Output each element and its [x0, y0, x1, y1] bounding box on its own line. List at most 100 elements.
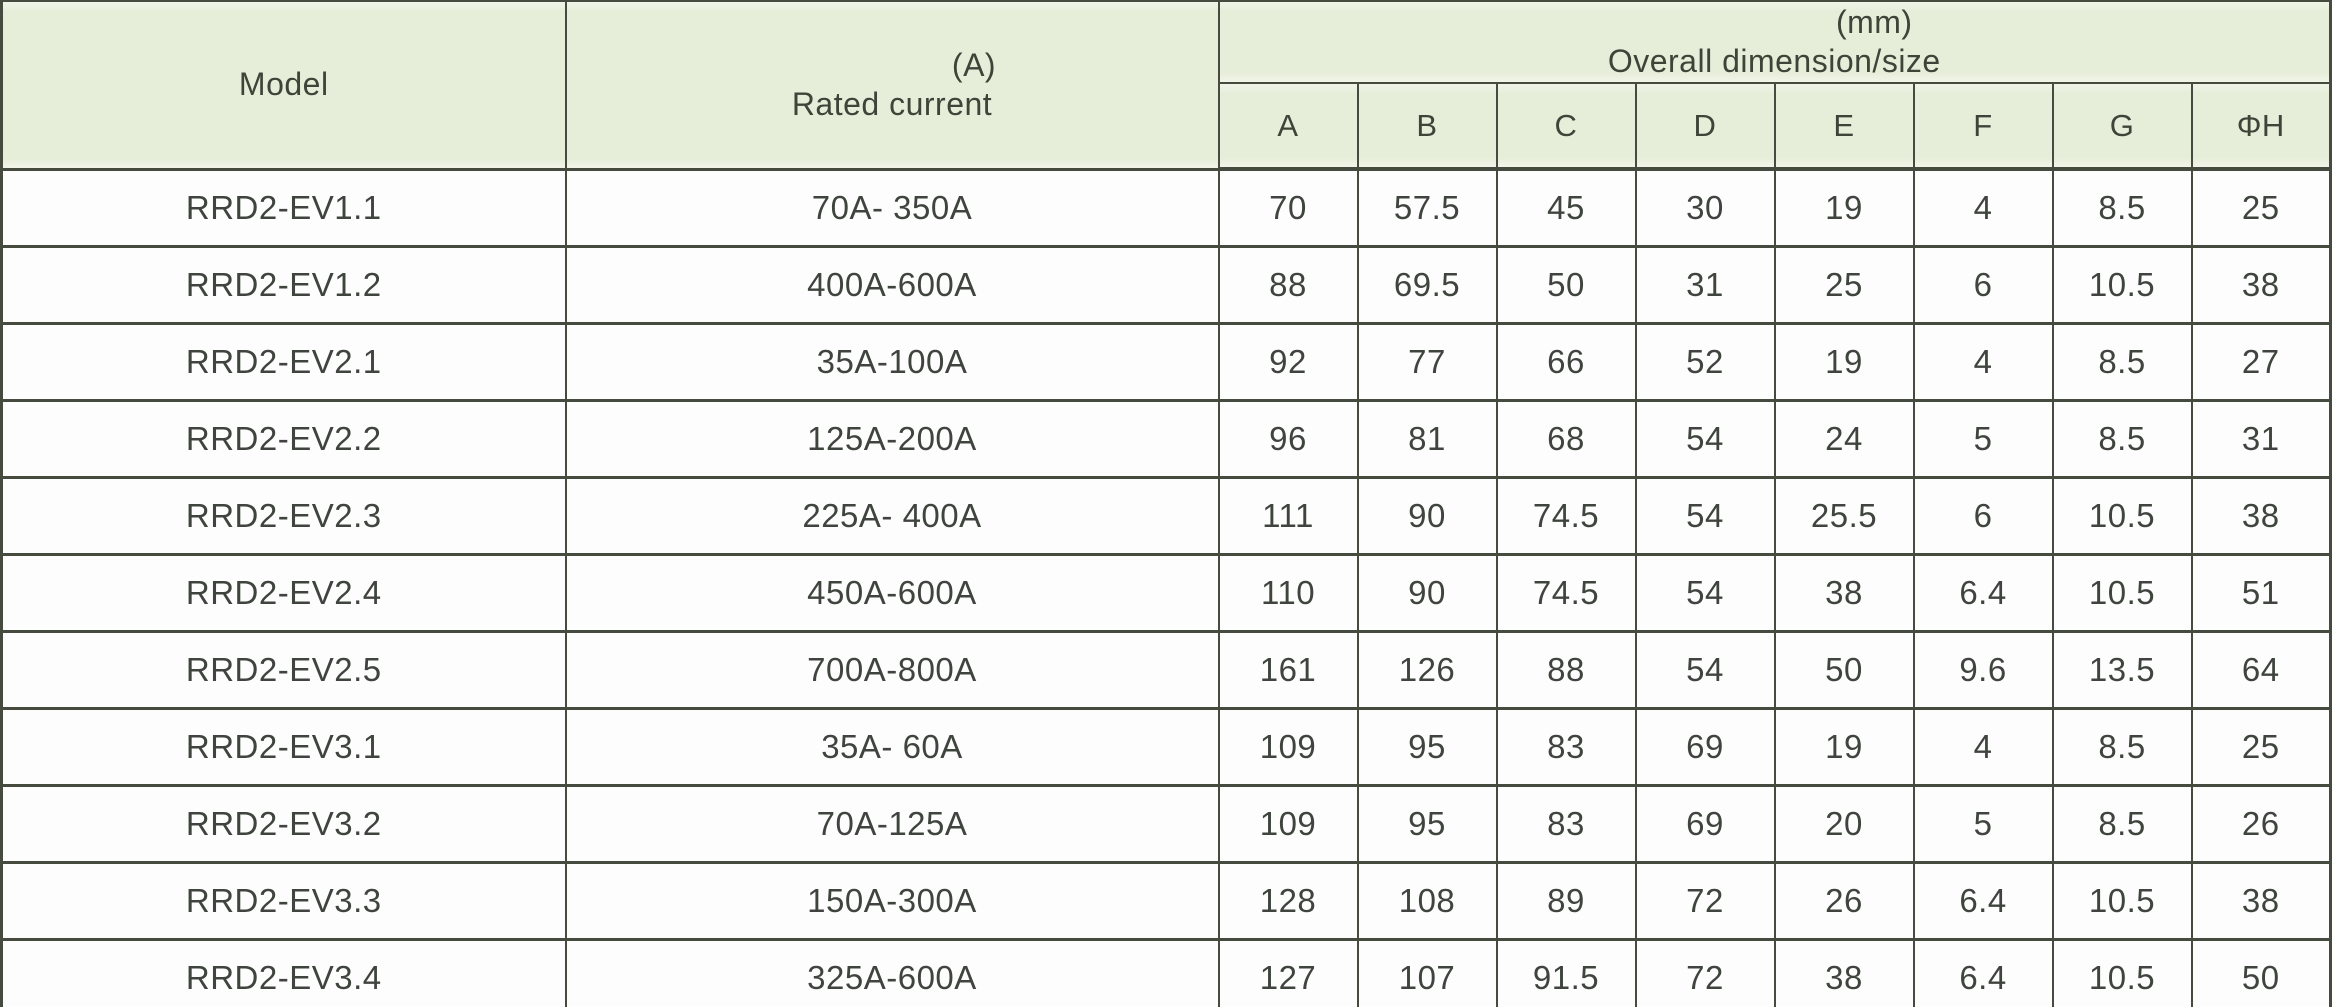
dim-cell: 20	[1773, 784, 1915, 865]
dim-cell: 4	[1912, 167, 2054, 249]
dim-cell: 6.4	[1912, 861, 2054, 942]
table-body: RRD2-EV1.1 70A- 350A 70 57.5 45 30 19 4 …	[0, 167, 2332, 1007]
table-row: RRD2-EV2.1 35A-100A 92 77 66 52 19 4 8.5…	[0, 322, 2332, 403]
dim-cell: 83	[1495, 707, 1637, 788]
dim-cell: 8.5	[2051, 399, 2193, 480]
dim-cell: 128	[1217, 861, 1359, 942]
dim-cell: 161	[1217, 630, 1359, 711]
table-row: RRD2-EV3.4 325A-600A 127 107 91.5 72 38 …	[0, 938, 2332, 1007]
dim-cell: 38	[2190, 245, 2332, 326]
current-cell: 450A-600A	[564, 553, 1220, 634]
dim-cell: 72	[1634, 938, 1776, 1007]
model-cell: RRD2-EV1.1	[0, 167, 567, 249]
dim-cell: 45	[1495, 167, 1637, 249]
dim-cell: 51	[2190, 553, 2332, 634]
dim-cell: 81	[1356, 399, 1498, 480]
dim-cell: 54	[1634, 553, 1776, 634]
dim-header-d: D	[1634, 82, 1776, 172]
dim-cell: 24	[1773, 399, 1915, 480]
model-column-header: Model	[0, 0, 567, 171]
dim-cell: 10.5	[2051, 245, 2193, 326]
current-cell: 70A-125A	[564, 784, 1220, 865]
dim-cell: 54	[1634, 399, 1776, 480]
dim-cell: 27	[2190, 322, 2332, 403]
dim-cell: 74.5	[1495, 553, 1637, 634]
dim-cell: 50	[1773, 630, 1915, 711]
dim-cell: 95	[1356, 784, 1498, 865]
rated-current-column-header: (A) Rated current	[564, 0, 1220, 171]
current-cell: 35A-100A	[564, 322, 1220, 403]
dim-cell: 107	[1356, 938, 1498, 1007]
dim-header-phi-h: ΦH	[2190, 82, 2332, 172]
dim-cell: 74.5	[1495, 476, 1637, 557]
table-row: RRD2-EV2.4 450A-600A 110 90 74.5 54 38 6…	[0, 553, 2332, 634]
dim-cell: 90	[1356, 476, 1498, 557]
dimension-group-header: (mm) Overall dimension/size	[1217, 0, 2332, 85]
table-row: RRD2-EV2.2 125A-200A 96 81 68 54 24 5 8.…	[0, 399, 2332, 480]
dim-cell: 88	[1495, 630, 1637, 711]
rated-current-unit: (A)	[951, 46, 997, 83]
table-row: RRD2-EV1.2 400A-600A 88 69.5 50 31 25 6 …	[0, 245, 2332, 326]
dim-cell: 57.5	[1356, 167, 1498, 249]
dim-cell: 92	[1217, 322, 1359, 403]
dim-cell: 109	[1217, 707, 1359, 788]
dim-cell: 13.5	[2051, 630, 2193, 711]
dim-cell: 19	[1773, 322, 1915, 403]
dim-cell: 8.5	[2051, 784, 2193, 865]
dim-cell: 111	[1217, 476, 1359, 557]
model-cell: RRD2-EV2.2	[0, 399, 567, 480]
model-cell: RRD2-EV2.4	[0, 553, 567, 634]
dim-cell: 70	[1217, 167, 1359, 249]
dim-cell: 68	[1495, 399, 1637, 480]
dim-cell: 10.5	[2051, 861, 2193, 942]
dim-header-g: G	[2051, 82, 2193, 172]
dim-cell: 6.4	[1912, 938, 2054, 1007]
model-cell: RRD2-EV2.5	[0, 630, 567, 711]
current-cell: 225A- 400A	[564, 476, 1220, 557]
dim-cell: 83	[1495, 784, 1637, 865]
dim-header-b: B	[1356, 82, 1498, 172]
model-cell: RRD2-EV1.2	[0, 245, 567, 326]
model-cell: RRD2-EV3.3	[0, 861, 567, 942]
table-header: Model (A) Rated current (mm) Overall dim…	[0, 0, 2332, 172]
dim-cell: 6.4	[1912, 553, 2054, 634]
dim-cell: 64	[2190, 630, 2332, 711]
dim-cell: 91.5	[1495, 938, 1637, 1007]
dim-header-c: C	[1495, 82, 1637, 172]
dim-cell: 50	[2190, 938, 2332, 1007]
dim-cell: 8.5	[2051, 707, 2193, 788]
dim-cell: 8.5	[2051, 322, 2193, 403]
dim-cell: 38	[1773, 938, 1915, 1007]
table-row: RRD2-EV3.2 70A-125A 109 95 83 69 20 5 8.…	[0, 784, 2332, 865]
current-cell: 125A-200A	[564, 399, 1220, 480]
current-cell: 400A-600A	[564, 245, 1220, 326]
current-cell: 700A-800A	[564, 630, 1220, 711]
model-cell: RRD2-EV2.3	[0, 476, 567, 557]
dim-cell: 4	[1912, 707, 2054, 788]
rated-current-label: Rated current	[791, 85, 993, 122]
dim-cell: 26	[1773, 861, 1915, 942]
dim-cell: 4	[1912, 322, 2054, 403]
dim-cell: 69	[1634, 707, 1776, 788]
dim-cell: 109	[1217, 784, 1359, 865]
header-row-dims: A B C D E F G ΦH	[2, 82, 2332, 172]
dim-cell: 50	[1495, 245, 1637, 326]
dim-cell: 19	[1773, 167, 1915, 249]
dim-cell: 89	[1495, 861, 1637, 942]
dim-cell: 10.5	[2051, 938, 2193, 1007]
table-row: RRD2-EV3.3 150A-300A 128 108 89 72 26 6.…	[0, 861, 2332, 942]
dim-cell: 77	[1356, 322, 1498, 403]
dimension-label: Overall dimension/size	[1607, 43, 1941, 80]
dim-cell: 38	[2190, 476, 2332, 557]
model-cell: RRD2-EV3.4	[0, 938, 567, 1007]
current-cell: 325A-600A	[564, 938, 1220, 1007]
dim-cell: 30	[1634, 167, 1776, 249]
dim-cell: 5	[1912, 784, 2054, 865]
dim-cell: 19	[1773, 707, 1915, 788]
dim-header-a: A	[1217, 82, 1359, 172]
dim-header-f: F	[1912, 82, 2054, 172]
model-cell: RRD2-EV2.1	[0, 322, 567, 403]
dim-cell: 8.5	[2051, 167, 2193, 249]
dim-cell: 95	[1356, 707, 1498, 788]
